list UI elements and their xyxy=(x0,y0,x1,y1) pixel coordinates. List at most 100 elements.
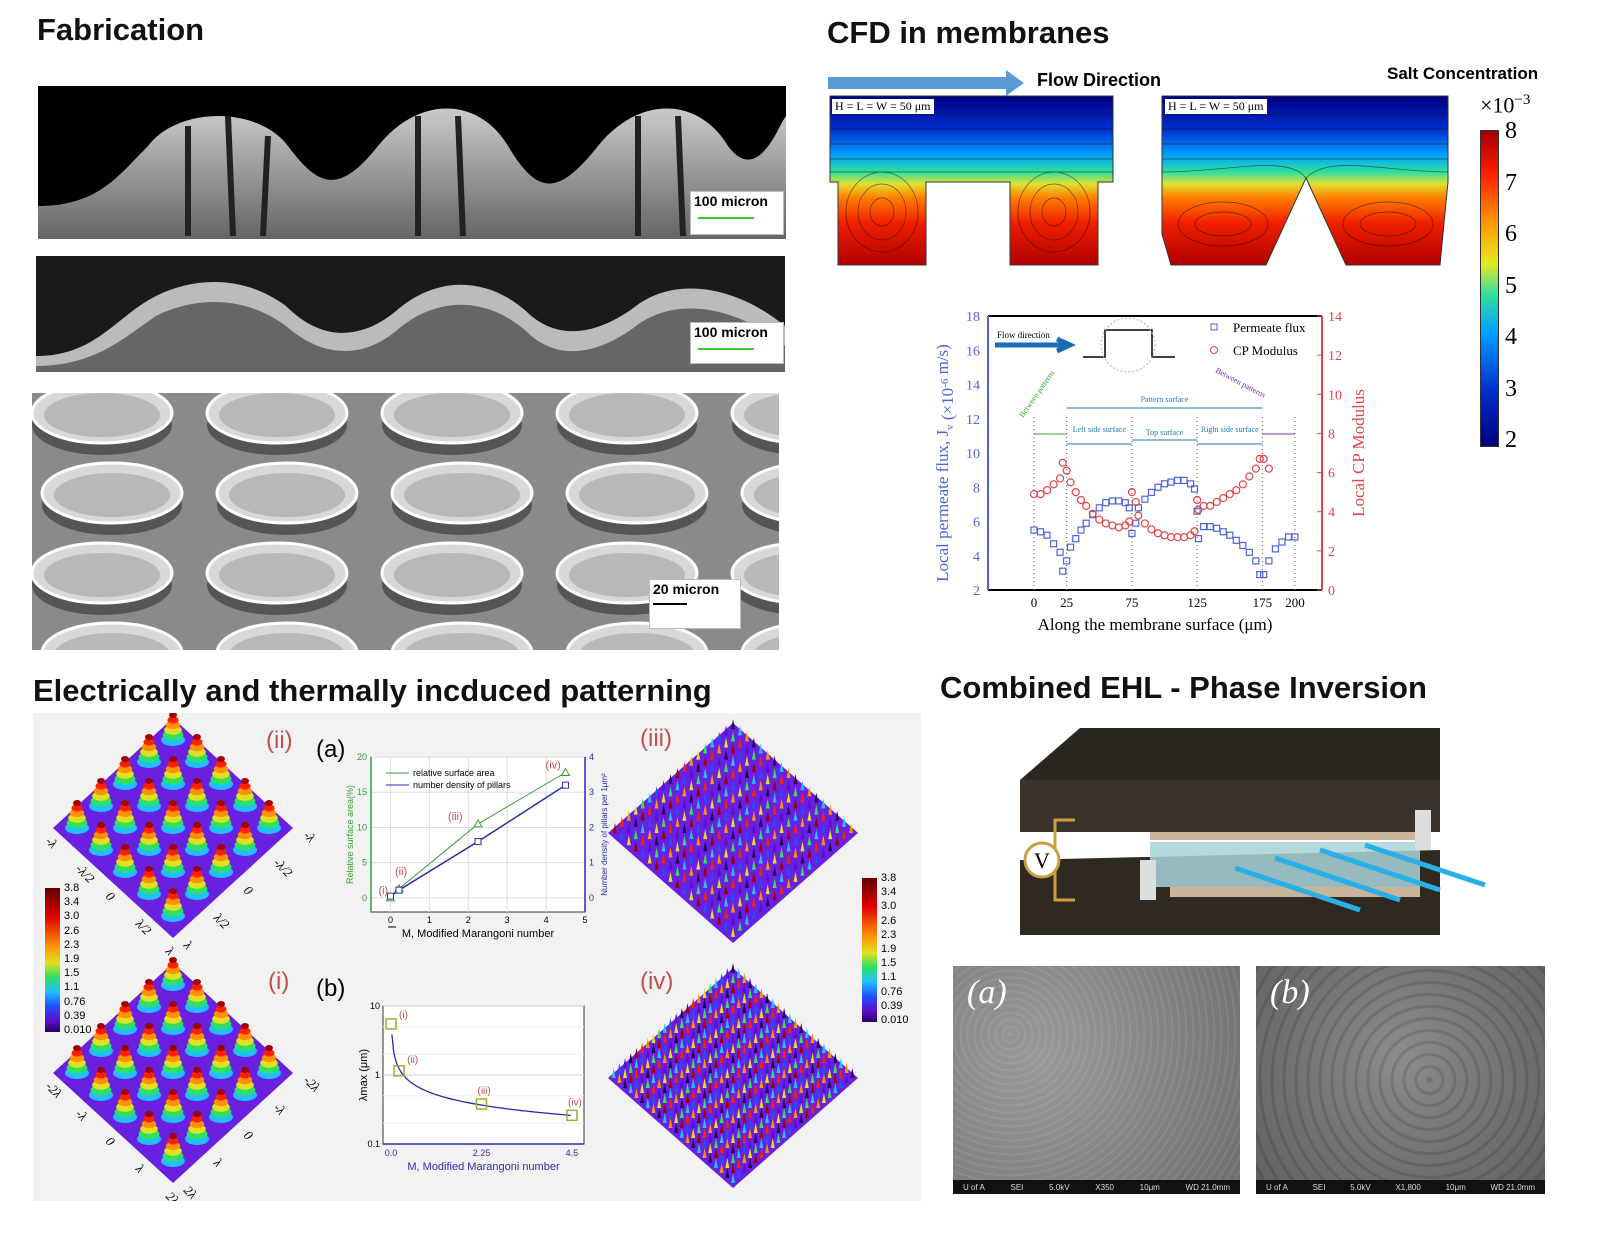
surface-spike xyxy=(737,884,742,895)
surface-peak xyxy=(189,874,205,884)
sem-pillar-array: 20 micron xyxy=(32,393,779,650)
surface-spike xyxy=(736,1128,741,1138)
surface-spike xyxy=(689,829,694,840)
surface-spike xyxy=(742,983,747,993)
surface-spike xyxy=(787,1013,792,1023)
surface-spike xyxy=(654,798,659,809)
surface-spike xyxy=(748,1118,753,1128)
surface-spike xyxy=(765,1143,770,1153)
surface-spike xyxy=(779,835,784,846)
surface-spike xyxy=(731,1083,735,1093)
y2-tick-label: 2 xyxy=(1328,545,1335,560)
surface-spike xyxy=(736,1038,741,1048)
cp-modulus-point xyxy=(1095,515,1104,524)
height-colorbar-tick: 3.0 xyxy=(64,910,80,923)
surface-spike xyxy=(842,829,847,840)
surface-spike xyxy=(703,768,708,778)
surface-spike xyxy=(725,1058,730,1068)
surface-spike xyxy=(736,1158,741,1168)
surface-peak xyxy=(97,778,105,784)
surface-spike xyxy=(696,1063,701,1073)
surface-peak xyxy=(121,1001,129,1007)
x-tick-label: 75 xyxy=(1125,595,1138,610)
surface-axis-label: -λ xyxy=(271,1100,289,1118)
surface-spike xyxy=(850,1068,855,1078)
surface-spike xyxy=(753,1033,758,1043)
surface-spike xyxy=(782,1058,787,1068)
colorbar-multiplier-base: ×10 xyxy=(1480,92,1515,118)
surface-spike xyxy=(782,1108,787,1118)
surface-spike xyxy=(742,1053,747,1063)
surface-spike xyxy=(849,823,854,833)
surface-spike xyxy=(647,804,652,815)
surface-spike xyxy=(731,804,735,815)
surface-spike xyxy=(748,1078,753,1088)
surface-spike xyxy=(748,1068,753,1078)
y-tick-label: 6 xyxy=(973,516,980,531)
surface-peak xyxy=(217,1045,225,1051)
surface-spike xyxy=(710,859,715,870)
surface-spike xyxy=(759,998,764,1008)
sem-footer-b: U of A SEI 5.0kV X1,800 10μm WD 21.0mm xyxy=(1256,1180,1545,1194)
x-tick-label: 3 xyxy=(505,915,510,925)
surface-spike xyxy=(731,1043,735,1053)
surface-peak xyxy=(213,764,229,774)
surface-spike xyxy=(753,1003,758,1013)
surface-spike xyxy=(702,1098,707,1108)
surface-spike xyxy=(758,780,763,791)
cfd-panel-label-left: H = L = W = 50 μm xyxy=(832,99,934,114)
surface-spike xyxy=(776,1023,781,1033)
surface-spike xyxy=(751,823,756,833)
surface-spike xyxy=(611,1068,616,1078)
legend-marker-cp xyxy=(1210,346,1218,354)
surface-spike xyxy=(710,823,715,833)
surface-axis-label: λ xyxy=(210,1154,226,1170)
sem-footer-text: 10μm xyxy=(1139,1182,1160,1192)
surface-spike xyxy=(759,1098,764,1108)
ehl-device-illustration: V xyxy=(1020,728,1486,935)
surface-axis-label: λ xyxy=(162,943,178,959)
surface-peak xyxy=(117,1009,133,1019)
surface-spike xyxy=(628,1083,633,1093)
surface-spike xyxy=(736,1088,741,1098)
surface-axis-label: λ xyxy=(132,1160,148,1176)
lambda-point xyxy=(475,1098,488,1110)
pillar-density-point xyxy=(562,781,570,789)
surface-spike xyxy=(691,1128,696,1138)
tag-ii: (ii) xyxy=(266,727,293,754)
surface-peak xyxy=(189,742,205,752)
surface-spike xyxy=(753,1063,758,1073)
point-label: (i) xyxy=(378,885,388,897)
surface-spike xyxy=(748,1028,753,1038)
surface-spike xyxy=(744,816,749,827)
surface-peak xyxy=(193,734,201,740)
x-axis-label: M, Modified Marangoni number xyxy=(402,928,555,940)
point-label: (iv) xyxy=(568,1097,582,1108)
surface-spike xyxy=(713,1148,718,1158)
y2-tick-label: 3 xyxy=(589,787,594,797)
cp-modulus-point xyxy=(1225,490,1234,499)
surface-peak xyxy=(71,1049,83,1057)
surface-spike xyxy=(724,725,729,736)
x-tick-label: 5 xyxy=(582,915,587,925)
surface-peak xyxy=(237,1075,253,1085)
y-axis-label: λmax (μm) xyxy=(358,1049,370,1101)
surface-spike xyxy=(713,1158,718,1168)
surface-spike xyxy=(736,988,741,998)
x-tick-label: 0 xyxy=(1031,595,1038,610)
surface-spike xyxy=(661,780,666,791)
surface-spike xyxy=(737,859,742,870)
surface-spike xyxy=(821,1083,826,1093)
surface-spike xyxy=(675,841,680,852)
surface-spike xyxy=(782,1068,787,1078)
surface-spike xyxy=(626,823,631,833)
surface-peak xyxy=(145,866,153,872)
surface-spike xyxy=(737,786,742,797)
surface-spike xyxy=(654,810,659,821)
surface-spike xyxy=(793,1118,798,1128)
surface-spike xyxy=(742,1013,747,1023)
surface-spike xyxy=(833,1063,838,1073)
surface-spike xyxy=(633,804,638,815)
surface-spike xyxy=(682,761,687,772)
surface-spike xyxy=(731,890,735,901)
